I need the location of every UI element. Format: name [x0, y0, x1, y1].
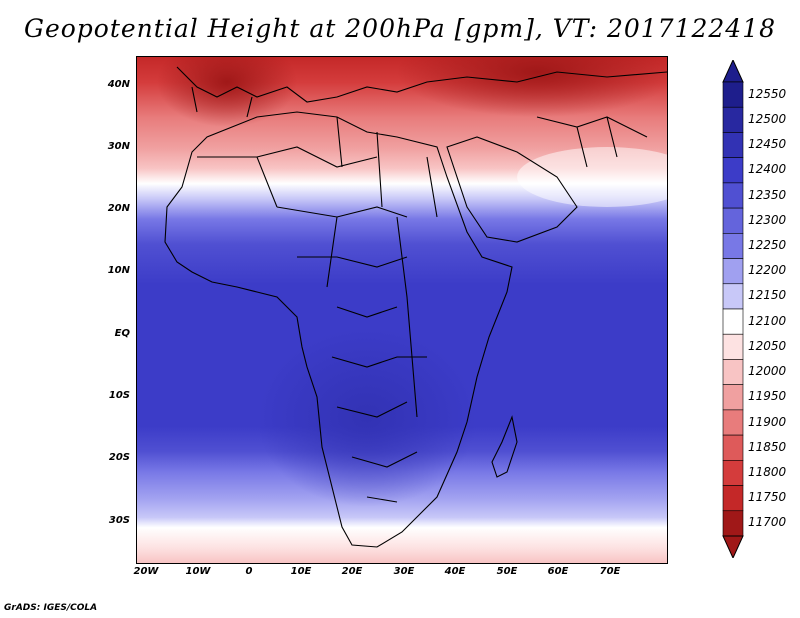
colorbar-top-arrow	[722, 60, 744, 83]
lon-label: 10W	[185, 566, 211, 577]
colorbar-swatch	[722, 359, 744, 385]
colorbar-label: 12000	[748, 364, 787, 379]
lon-label: 10E	[290, 566, 312, 577]
coastlines	[164, 66, 667, 548]
grads-credit: GrADS: IGES/COLA	[4, 603, 98, 613]
colorbar-swatch	[722, 409, 744, 436]
colorbar-swatch	[722, 233, 744, 259]
lat-label: 20N	[107, 203, 130, 214]
lat-label: 20S	[108, 452, 130, 463]
lat-label: 10N	[107, 265, 130, 276]
colorbar-label: 11750	[748, 490, 787, 505]
colorbar-label: 12050	[748, 338, 787, 353]
colorbar-label: 12200	[748, 263, 787, 278]
colorbar-swatch	[722, 510, 744, 537]
colorbar-label: 12100	[748, 313, 787, 328]
lon-label: 40E	[444, 566, 466, 577]
lon-label: 70E	[599, 566, 621, 577]
contour-field	[137, 57, 667, 563]
colorbar-label: 12550	[748, 86, 787, 101]
colorbar-label: 12300	[748, 212, 787, 227]
colorbar-swatch	[722, 485, 744, 512]
colorbar-swatch	[722, 258, 744, 285]
colorbar-label: 11800	[748, 464, 787, 479]
lat-label: 30N	[107, 141, 130, 152]
lat-label: 10S	[108, 390, 130, 401]
colorbar-swatch	[722, 207, 744, 234]
colorbar-swatch	[722, 106, 744, 133]
colorbar-swatch	[722, 157, 744, 184]
colorbar-swatch	[722, 132, 744, 158]
colorbar-swatch	[722, 434, 744, 461]
colorbar-label: 11700	[748, 515, 787, 530]
colorbar-swatch	[722, 460, 744, 486]
lon-label: 60E	[547, 566, 569, 577]
colorbar	[722, 60, 744, 558]
lon-label: 20W	[133, 566, 159, 577]
colorbar-label: 11850	[748, 439, 787, 454]
lon-label: 50E	[496, 566, 518, 577]
colorbar-swatch	[722, 333, 744, 360]
lon-label: 30E	[393, 566, 415, 577]
lon-label: 20E	[341, 566, 363, 577]
colorbar-label: 12350	[748, 187, 787, 202]
colorbar-label: 11900	[748, 414, 787, 429]
colorbar-bottom-arrow	[722, 535, 744, 558]
colorbar-label: 12150	[748, 288, 787, 303]
colorbar-label: 12250	[748, 237, 787, 252]
colorbar-label: 11950	[748, 389, 787, 404]
map-panel	[136, 56, 668, 564]
colorbar-swatch	[722, 384, 744, 411]
lon-label: 0	[245, 566, 253, 577]
colorbar-swatch	[722, 308, 744, 335]
colorbar-swatch	[722, 283, 744, 310]
colorbar-label: 12450	[748, 137, 787, 152]
lat-label: 40N	[107, 79, 130, 90]
map-title: Geopotential Height at 200hPa [gpm], VT:…	[23, 14, 777, 43]
colorbar-swatch	[722, 81, 744, 108]
lat-label: 30S	[108, 515, 130, 526]
colorbar-label: 12400	[748, 162, 787, 177]
colorbar-label: 12500	[748, 111, 787, 126]
colorbar-swatch	[722, 182, 744, 209]
lat-label: EQ	[114, 328, 130, 339]
